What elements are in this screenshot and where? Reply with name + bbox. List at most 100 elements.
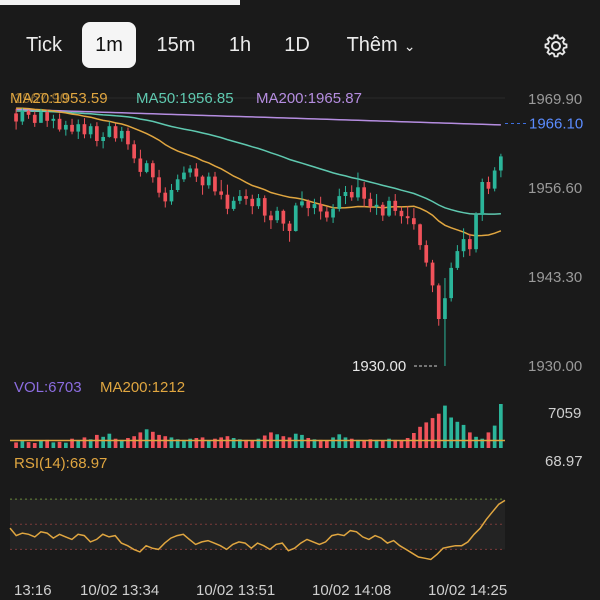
volume-bar <box>113 438 118 448</box>
settings-button[interactable] <box>540 32 572 60</box>
candle <box>57 113 62 132</box>
candle-body <box>101 137 105 141</box>
volume-ma200-legend: MA200:1212 <box>100 379 185 396</box>
candle-body <box>76 124 81 132</box>
candle <box>412 208 416 230</box>
candle-body <box>430 262 435 286</box>
candle <box>231 196 236 211</box>
candle <box>95 122 99 147</box>
candle-body <box>318 204 323 212</box>
candle <box>275 206 279 223</box>
candle-body <box>188 168 192 173</box>
volume-bar <box>262 435 267 448</box>
candle <box>244 189 248 205</box>
volume-bar <box>132 436 136 448</box>
candle <box>113 123 118 142</box>
candle <box>368 192 373 213</box>
candle-body <box>362 187 366 199</box>
volume-bar <box>206 440 211 448</box>
timeframe-tabs: Tick 1m 15m 1h 1D Thêm ⌄ <box>0 22 600 68</box>
candle <box>474 212 478 253</box>
candle-body <box>175 179 180 190</box>
candle <box>144 160 149 174</box>
candle <box>337 188 342 212</box>
candle-body <box>45 112 49 121</box>
candle-body <box>169 190 174 202</box>
volume-bar <box>393 439 398 448</box>
candle <box>486 176 491 195</box>
candle-body <box>231 200 236 209</box>
candle-body <box>206 176 211 186</box>
volume-bar <box>424 422 429 448</box>
candle <box>238 190 242 205</box>
candle-body <box>325 211 329 218</box>
candle <box>101 132 105 149</box>
candle <box>318 196 323 220</box>
chart-area[interactable]: MA20:1953.59 1967.90 MA50:1956.85 MA200:… <box>0 80 600 600</box>
candle <box>250 194 255 215</box>
candle <box>26 110 31 119</box>
volume-bar <box>101 436 105 448</box>
candle-body <box>126 130 130 145</box>
tab-1h[interactable]: 1h <box>218 22 262 68</box>
candle-body <box>194 168 199 177</box>
ma200-legend: MA200:1965.87 <box>256 90 362 107</box>
y-tick-label: 1969.90 <box>528 91 582 108</box>
candle <box>51 114 56 129</box>
volume-bar <box>449 417 453 448</box>
candle-body <box>82 124 87 135</box>
candle <box>461 228 466 258</box>
candle <box>449 262 453 302</box>
volume-bar <box>244 439 248 448</box>
candle-body <box>238 196 242 201</box>
volume-bar <box>188 438 192 448</box>
volume-bar <box>45 439 49 448</box>
y-tick-label: 1930.00 <box>528 358 582 375</box>
x-tick-label: 10/02 13:34 <box>80 582 159 599</box>
candle <box>45 109 49 127</box>
tab-tick[interactable]: Tick <box>14 22 74 68</box>
volume-bar <box>380 440 385 448</box>
volume-bar <box>200 437 205 448</box>
candle <box>64 120 68 136</box>
candle <box>436 283 441 326</box>
tab-15m[interactable]: 15m <box>148 22 204 68</box>
candle-body <box>182 172 186 180</box>
loading-progress-bar <box>0 0 240 5</box>
candle-body <box>88 126 93 135</box>
candle-body <box>269 215 273 221</box>
low-price-label: 1930.00 <box>352 358 406 375</box>
volume-bar <box>219 437 223 448</box>
volume-bar <box>318 439 323 448</box>
candle <box>325 206 329 222</box>
ma50-legend: MA50:1956.85 <box>136 90 234 107</box>
candle <box>182 166 186 182</box>
x-tick-label: 10/02 13:51 <box>196 582 275 599</box>
tab-1d[interactable]: 1D <box>274 22 320 68</box>
tab-1d-label: 1D <box>284 34 310 56</box>
candle-body <box>157 177 161 193</box>
candle <box>163 187 168 208</box>
volume-bar <box>331 437 335 448</box>
volume-bar <box>88 439 93 448</box>
candle <box>206 172 211 189</box>
candle-body <box>107 126 112 137</box>
tab-1m[interactable]: 1m <box>82 22 136 68</box>
candle-body <box>380 204 385 216</box>
volume-bar <box>405 438 410 448</box>
volume-bar <box>349 438 354 448</box>
volume-bar <box>474 436 478 448</box>
volume-bar <box>39 440 43 448</box>
candle-body <box>306 201 311 209</box>
tab-more[interactable]: Thêm ⌄ <box>334 22 428 68</box>
candle-body <box>262 198 267 216</box>
candle <box>281 209 286 231</box>
volume-bar <box>443 405 447 448</box>
volume-bar <box>82 437 87 448</box>
volume-bar <box>306 438 311 448</box>
tab-15m-label: 15m <box>156 34 196 56</box>
candle-body <box>474 214 478 250</box>
candle-body <box>368 198 373 207</box>
candle <box>492 167 497 192</box>
candle-body <box>113 126 118 139</box>
